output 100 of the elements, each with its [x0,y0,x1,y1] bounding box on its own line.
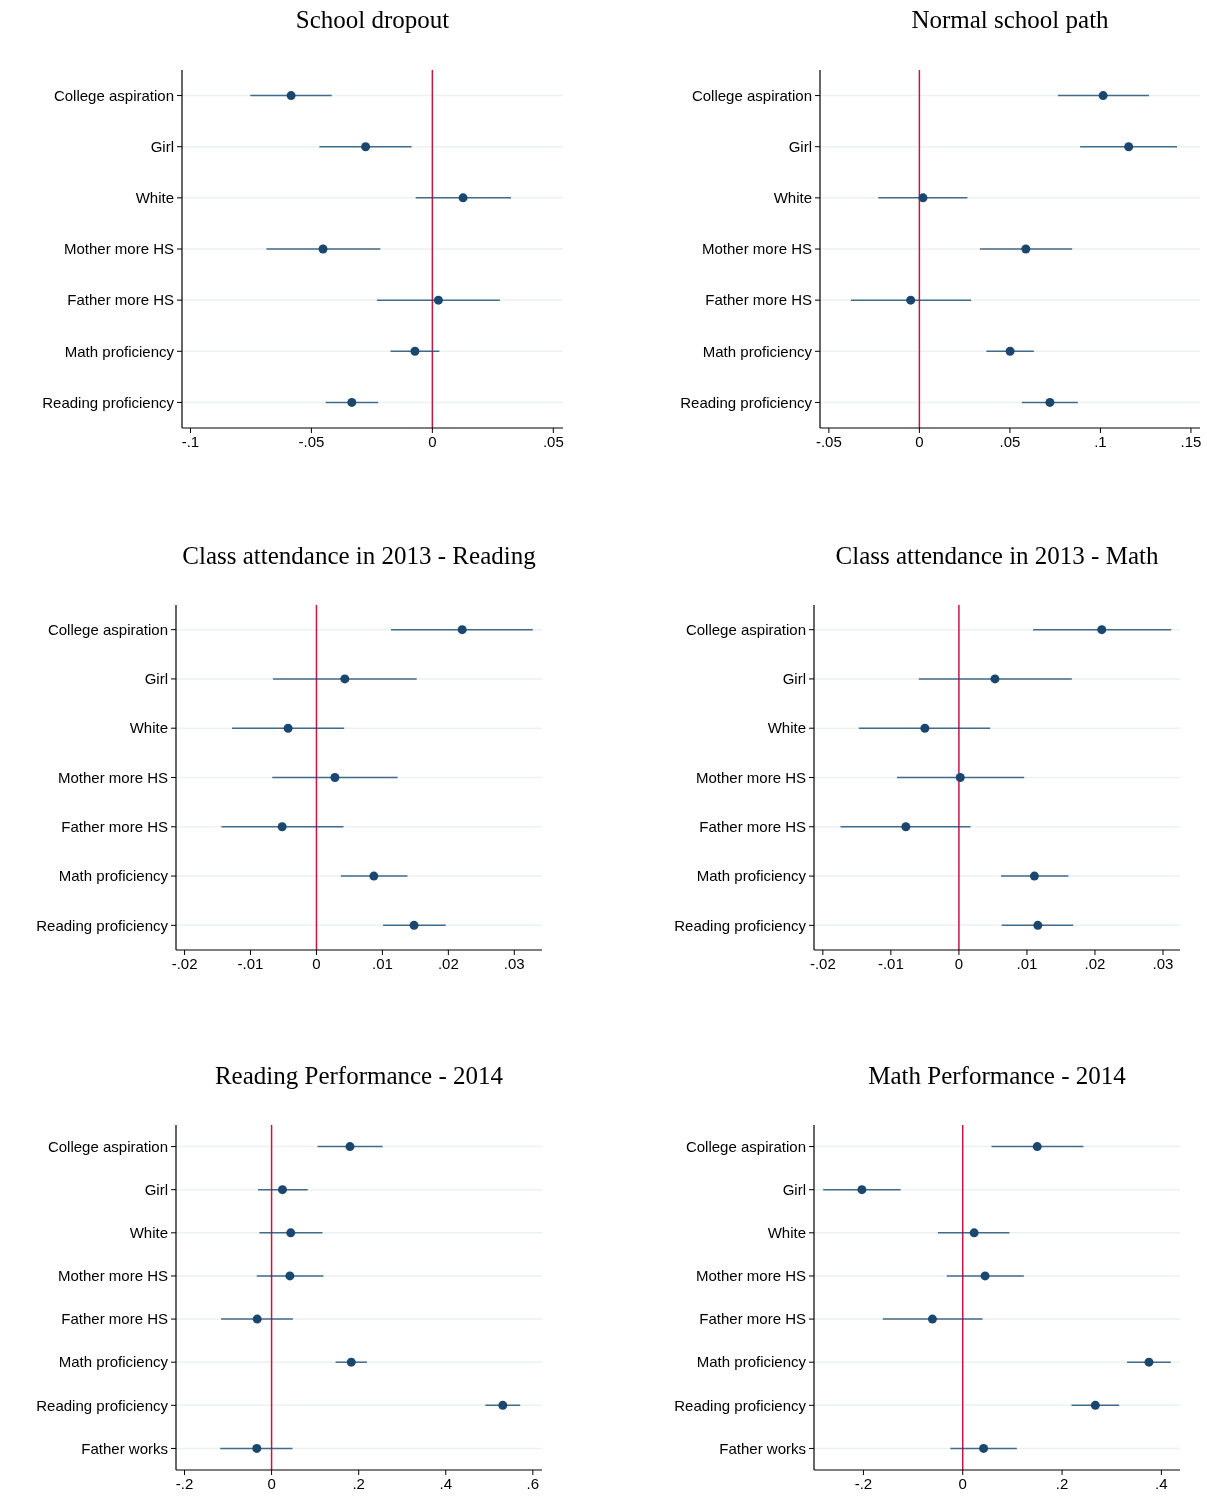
x-tick-label: .03 [1152,955,1174,972]
y-tick-label: Math proficiency [64,342,175,360]
y-tick-label: Father more HS [699,1310,806,1328]
x-tick-label: -.01 [237,955,264,972]
y-tick-label: Mother more HS [63,240,174,258]
y-tick-label: Math proficiency [696,867,807,885]
y-tick-label: Math proficiency [58,1353,169,1371]
point [283,723,293,733]
y-tick-label: Girl [150,137,174,155]
x-tick-label: .2 [1055,1475,1069,1492]
point [340,674,350,684]
x-tick-label: -.05 [815,433,842,450]
y-tick-label: Reading proficiency [36,1396,169,1414]
x-tick-label: -.02 [809,955,836,972]
point [318,244,328,254]
chart-title: School dropout [295,5,450,33]
point [498,1400,508,1410]
y-tick-label: Girl [788,137,812,155]
y-tick-label: College aspiration [685,1137,806,1155]
point [920,723,930,733]
point [345,1142,355,1152]
x-tick-label: 0 [915,433,924,450]
point [1097,625,1107,635]
y-tick-label: Mother more HS [695,1267,806,1285]
x-tick-label: .1 [1094,433,1107,450]
y-tick-label: College aspiration [47,620,168,638]
point [906,295,916,305]
x-tick-label: .05 [542,433,564,450]
point [927,1314,937,1324]
point [1045,397,1055,407]
x-tick-label: 0 [958,1475,967,1492]
x-tick-label: -.01 [877,955,904,972]
x-tick-label: .01 [1016,955,1038,972]
point [857,1185,867,1195]
point [285,1271,295,1281]
x-tick-label: .02 [1084,955,1106,972]
point [1021,244,1031,254]
y-tick-label: Reading proficiency [42,393,175,411]
x-tick-label: .05 [999,433,1021,450]
point [330,773,340,782]
y-tick-label: College aspiration [685,620,806,638]
y-tick-label: Math proficiency [58,867,169,885]
point [252,1314,262,1324]
point [1033,920,1043,930]
y-tick-label: College aspiration [691,86,812,104]
point [979,1443,989,1453]
y-tick-label: Girl [782,1180,806,1198]
y-tick-label: Girl [782,670,806,688]
point [458,193,468,203]
y-tick-label: Father more HS [61,1310,168,1328]
y-tick-label: White [767,1224,806,1242]
point [955,773,965,782]
x-tick-label: .03 [503,955,525,972]
y-tick-label: Father more HS [705,291,812,309]
x-tick-label: .4 [1155,1475,1168,1492]
y-tick-label: Reading proficiency [674,1396,807,1414]
y-tick-label: Mother more HS [701,240,812,258]
point [347,397,357,407]
y-tick-label: Math proficiency [702,342,813,360]
y-tick-label: White [773,189,812,207]
point [286,91,296,101]
x-tick-label: -.1 [181,433,200,450]
x-tick-label: -.02 [171,955,198,972]
point [1090,1400,1100,1410]
x-tick-label: .02 [437,955,459,972]
y-tick-label: Father more HS [699,818,806,836]
y-tick-label: Girl [144,1180,168,1198]
point [361,142,371,152]
y-tick-label: Father more HS [61,818,168,836]
x-tick-label: 0 [954,955,964,972]
point [252,1443,262,1453]
y-tick-label: Girl [144,670,168,688]
y-tick-label: Mother more HS [695,768,806,786]
point [1098,91,1108,101]
chart-title: Reading Performance - 2014 [214,1061,504,1089]
point [409,920,419,930]
point [990,674,1000,684]
point [901,822,911,832]
point [286,1228,296,1238]
x-tick-label: -.2 [854,1475,873,1492]
point [918,193,928,203]
y-tick-label: White [129,719,168,737]
y-tick-label: Reading proficiency [674,916,807,934]
point [433,295,443,305]
point [277,822,287,832]
x-tick-label: 0 [428,433,437,450]
x-tick-label: .2 [352,1475,365,1492]
y-tick-label: Father more HS [67,291,174,309]
point [1029,871,1039,881]
point [277,1185,287,1195]
y-tick-label: Father works [81,1439,168,1457]
point [969,1228,979,1238]
chart-title: Normal school path [911,5,1110,33]
point [1032,1142,1042,1152]
point [980,1271,990,1281]
x-tick-label: 0 [267,1475,276,1492]
y-tick-label: Mother more HS [57,1267,168,1285]
point [1005,346,1015,356]
chart-title: Math Performance - 2014 [868,1061,1127,1089]
y-tick-label: White [129,1224,168,1242]
